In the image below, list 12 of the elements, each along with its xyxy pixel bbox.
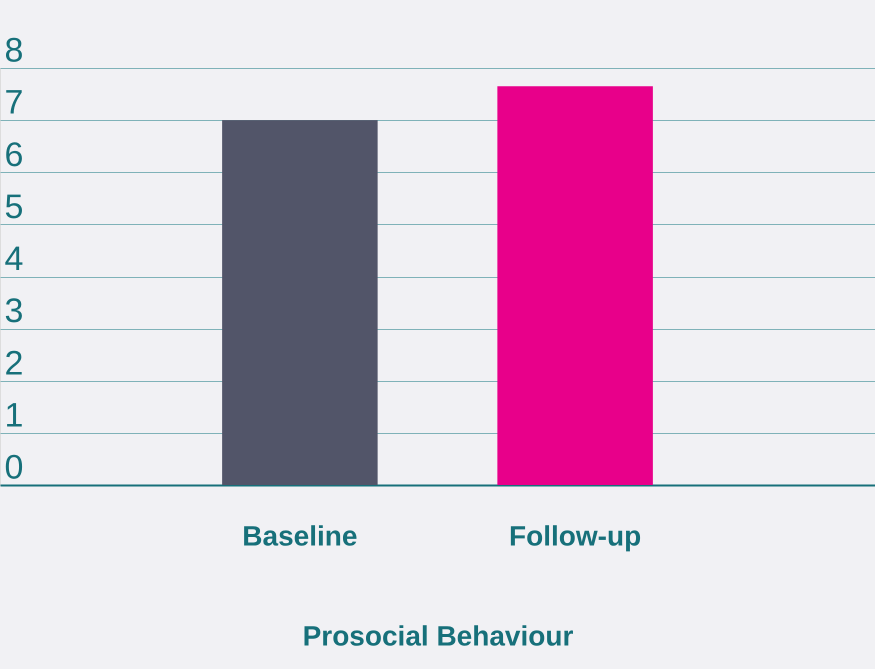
y-tick-label: 1 — [4, 396, 24, 434]
y-tick-label: 4 — [4, 240, 24, 278]
y-tick-label: 7 — [4, 84, 24, 122]
y-tick-label: 3 — [4, 292, 24, 330]
x-axis-title: Prosocial Behaviour — [302, 620, 574, 652]
y-tick-label: 6 — [4, 136, 24, 174]
x-tick-label: Baseline — [242, 520, 358, 552]
y-tick-label: 2 — [4, 344, 24, 382]
x-tick-label: Follow-up — [509, 520, 642, 552]
y-tick-label: 8 — [4, 32, 24, 70]
y-tick-label: 0 — [4, 448, 24, 486]
y-tick-label: 5 — [4, 188, 24, 226]
